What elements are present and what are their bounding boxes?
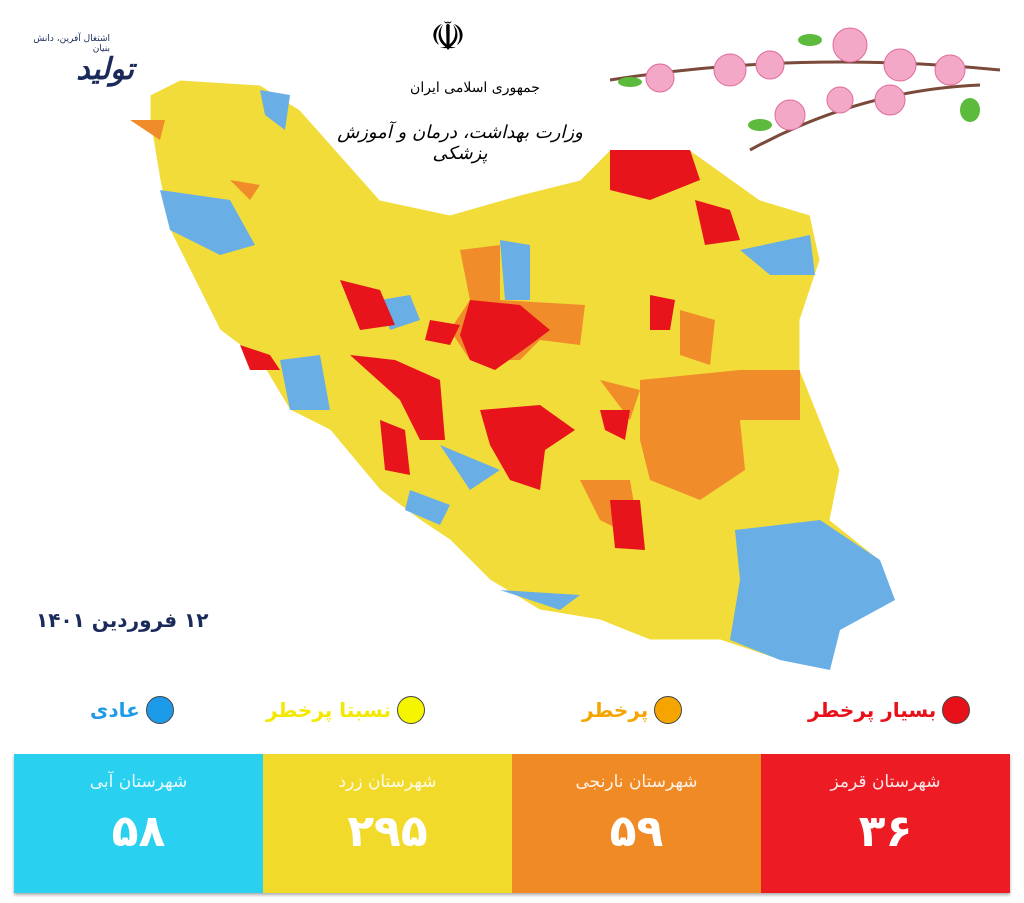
box-label: شهرستان قرمز [830,772,941,792]
red-county-box: شهرستان قرمز ۳۶ [761,754,1010,893]
legend-label: نسبتا پرخطر [266,698,391,722]
logo-subtext: اشتغال آفرین، دانش بنیان [33,34,110,54]
legend-label: بسیار پرخطر [808,698,937,722]
red-regions [240,150,740,550]
orange-dot-icon [654,696,683,724]
tolid-logo: اشتغال آفرین، دانش بنیان تولید [22,34,134,104]
legend-moderate-risk: نسبتا پرخطر [266,696,425,724]
yellow-county-box: شهرستان زرد ۲۹۵ [263,754,512,893]
yellow-dot-icon [396,696,425,724]
legend-label: پرخطر [582,698,649,722]
legend-normal: عادی [90,696,174,724]
legend-high-risk: پرخطر [582,696,683,724]
box-count: ۵۹ [609,806,664,857]
box-label: شهرستان زرد [338,772,437,792]
legend-very-high-risk: بسیار پرخطر [808,696,971,724]
blue-county-box: شهرستان آبی ۵۸ [14,754,263,893]
box-label: شهرستان آبی [89,772,188,792]
header-line2: وزارت بهداشت، درمان و آموزش پزشکی [337,122,583,164]
county-count-panel: شهرستان قرمز ۳۶ شهرستان نارنجی ۵۹ شهرستا… [14,754,1010,893]
blossom-branch-decoration [609,27,1001,152]
iran-risk-map [130,79,896,671]
box-count: ۵۸ [111,806,166,857]
legend-label: عادی [90,698,140,722]
blue-regions [160,90,895,670]
iran-emblem-icon: ☫ [430,14,466,60]
red-dot-icon [942,696,971,724]
box-label: شهرستان نارنجی [575,772,698,792]
orange-county-box: شهرستان نارنجی ۵۹ [512,754,761,893]
blue-dot-icon [145,696,174,724]
box-count: ۳۶ [858,806,913,857]
header-line1: جمهوری اسلامی ایران [410,80,540,96]
logo-text: تولید [76,52,134,87]
box-count: ۲۹۵ [347,806,428,857]
date-label: ۱۲ فروردین ۱۴۰۱ [36,608,209,632]
